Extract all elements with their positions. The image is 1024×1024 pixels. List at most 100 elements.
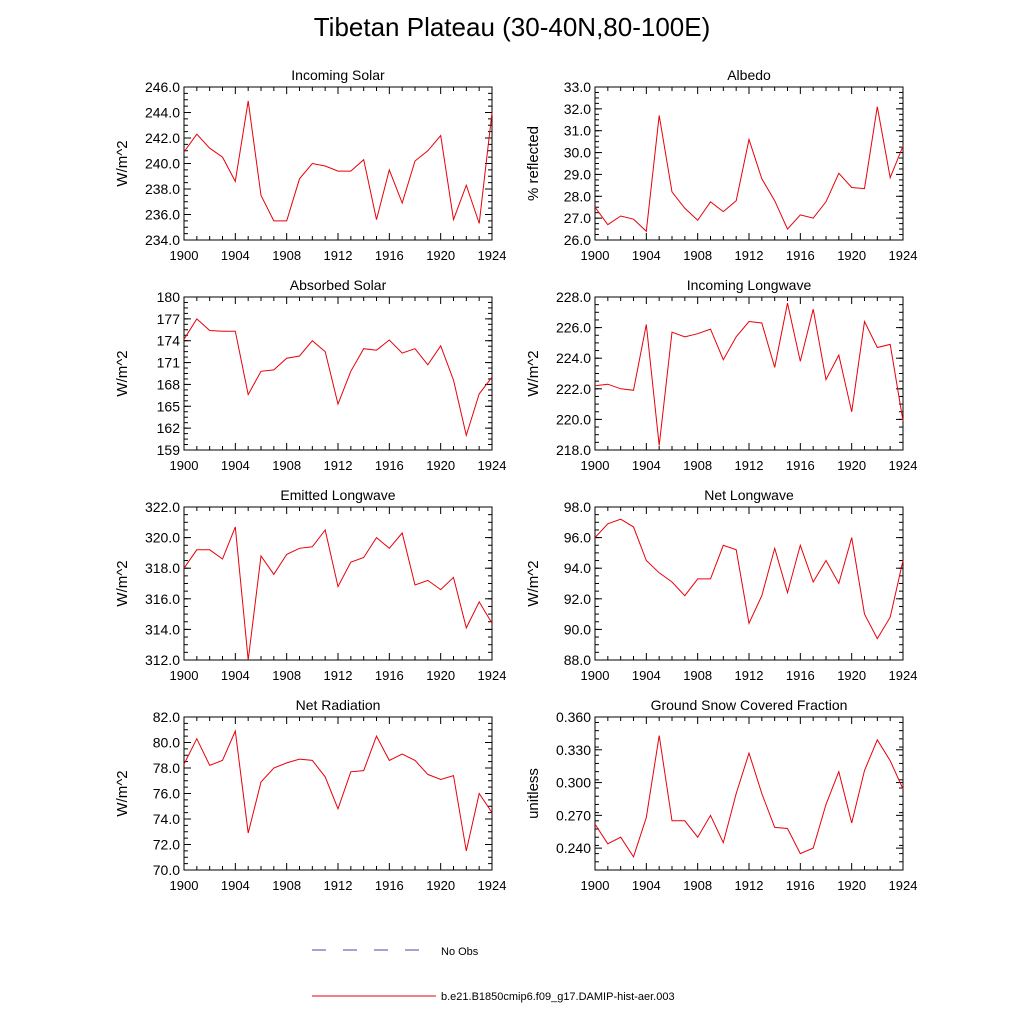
- plot-frame: [594, 86, 904, 241]
- x-tick-label: 1916: [786, 248, 815, 263]
- x-tick-label: 1912: [324, 458, 353, 473]
- y-tick-label: 92.0: [564, 591, 591, 607]
- x-tick-label: 1900: [581, 668, 610, 683]
- x-tick-label: 1924: [889, 668, 918, 683]
- y-tick-label: 28.0: [564, 188, 591, 204]
- y-tick-label: 168: [157, 376, 181, 392]
- x-tick-label: 1920: [837, 248, 866, 263]
- y-tick-label: 82.0: [153, 709, 180, 725]
- y-tick-label: 27.0: [564, 210, 591, 226]
- x-tick-label: 1908: [683, 878, 712, 893]
- panel-title: Absorbed Solar: [290, 277, 387, 293]
- y-tick-label: 316.0: [145, 591, 180, 607]
- series-line: [594, 106, 904, 233]
- x-tick-label: 1916: [786, 668, 815, 683]
- x-tick-label: 1920: [837, 878, 866, 893]
- y-tick-label: 29.0: [564, 166, 591, 182]
- y-axis-label: unitless: [525, 768, 542, 819]
- y-tick-label: 226.0: [556, 320, 591, 336]
- panel-title: Incoming Solar: [291, 67, 385, 83]
- x-tick-label: 1904: [221, 668, 250, 683]
- y-tick-label: 312.0: [145, 652, 180, 668]
- y-tick-label: 78.0: [153, 760, 180, 776]
- x-tick-label: 1908: [272, 878, 301, 893]
- y-tick-label: 240.0: [145, 156, 180, 172]
- y-tick-label: 246.0: [145, 79, 180, 95]
- y-tick-label: 80.0: [153, 735, 180, 751]
- plot-frame: [183, 296, 493, 451]
- x-tick-label: 1912: [324, 668, 353, 683]
- y-axis-label: W/m^2: [525, 350, 542, 396]
- x-tick-label: 1904: [221, 248, 250, 263]
- y-tick-label: 76.0: [153, 786, 180, 802]
- y-tick-label: 222.0: [556, 381, 591, 397]
- y-tick-label: 234.0: [145, 232, 180, 248]
- y-tick-label: 228.0: [556, 289, 591, 305]
- series-line: [594, 518, 904, 640]
- panel-incoming-longwave: Incoming Longwave 1900 1904 1908 1912 1916 192…: [525, 277, 917, 473]
- y-tick-label: 0.360: [556, 709, 591, 725]
- panel-incoming-solar: Incoming Solar 1900 1904 1908 1912 1916 1920 19…: [114, 67, 506, 263]
- x-tick-label: 1908: [272, 248, 301, 263]
- series-line: [183, 100, 493, 224]
- y-tick-label: 98.0: [564, 499, 591, 515]
- panel-ground-snow-covered-fraction: Ground Snow Covered Fraction 1900 1904 1908…: [525, 697, 917, 893]
- x-tick-label: 1900: [170, 458, 199, 473]
- x-tick-label: 1916: [375, 458, 404, 473]
- plot-frame: [594, 506, 904, 661]
- y-tick-label: 96.0: [564, 530, 591, 546]
- y-tick-label: 224.0: [556, 350, 591, 366]
- panel-emitted-longwave: Emitted Longwave 1900 1904 1908 1912 1916 1920…: [114, 487, 506, 683]
- x-tick-label: 1924: [478, 878, 507, 893]
- y-tick-label: 174: [157, 333, 181, 349]
- y-tick-label: 162: [157, 420, 181, 436]
- y-tick-label: 165: [157, 398, 181, 414]
- y-tick-label: 0.270: [556, 807, 591, 823]
- y-tick-label: 0.300: [556, 775, 591, 791]
- y-tick-label: 171: [157, 355, 181, 371]
- y-tick-label: 90.0: [564, 621, 591, 637]
- x-tick-label: 1912: [735, 458, 764, 473]
- y-axis-label: W/m^2: [525, 560, 542, 606]
- y-tick-label: 32.0: [564, 101, 591, 117]
- x-tick-label: 1920: [426, 878, 455, 893]
- y-tick-label: 26.0: [564, 232, 591, 248]
- x-tick-label: 1920: [426, 248, 455, 263]
- y-axis-label: % reflected: [525, 126, 542, 201]
- panel-title: Ground Snow Covered Fraction: [651, 697, 848, 713]
- x-tick-label: 1920: [426, 458, 455, 473]
- panel-title: Emitted Longwave: [280, 487, 395, 503]
- y-tick-label: 0.240: [556, 840, 591, 856]
- panel-title: Net Radiation: [296, 697, 381, 713]
- x-tick-label: 1924: [889, 878, 918, 893]
- x-tick-label: 1912: [324, 878, 353, 893]
- y-axis-label: W/m^2: [114, 350, 131, 396]
- x-tick-label: 1912: [324, 248, 353, 263]
- y-tick-label: 74.0: [153, 811, 180, 827]
- x-tick-label: 1916: [375, 878, 404, 893]
- x-tick-label: 1916: [786, 878, 815, 893]
- y-axis-label: W/m^2: [114, 770, 131, 816]
- legend: No Obs b.e21.B1850cmip6.f09_g17.DAMIP-his…: [312, 946, 675, 1003]
- x-tick-label: 1920: [837, 668, 866, 683]
- legend-model-label: b.e21.B1850cmip6.f09_g17.DAMIP-hist-aer.…: [441, 991, 675, 1003]
- panel-title: Net Longwave: [704, 487, 794, 503]
- y-tick-label: 318.0: [145, 560, 180, 576]
- panel-net-longwave: Net Longwave 1900 1904 1908 1912 1916 1920 1924…: [525, 487, 917, 683]
- x-tick-label: 1912: [735, 248, 764, 263]
- y-tick-label: 94.0: [564, 560, 591, 576]
- y-tick-label: 220.0: [556, 411, 591, 427]
- x-tick-label: 1924: [889, 458, 918, 473]
- plot-frame: [183, 716, 493, 871]
- x-tick-label: 1912: [735, 668, 764, 683]
- y-tick-label: 236.0: [145, 207, 180, 223]
- x-tick-label: 1920: [837, 458, 866, 473]
- y-tick-label: 0.330: [556, 742, 591, 758]
- x-tick-label: 1900: [170, 248, 199, 263]
- x-tick-label: 1904: [632, 878, 661, 893]
- y-tick-label: 242.0: [145, 130, 180, 146]
- x-tick-label: 1904: [221, 878, 250, 893]
- plot-frame: [183, 506, 493, 661]
